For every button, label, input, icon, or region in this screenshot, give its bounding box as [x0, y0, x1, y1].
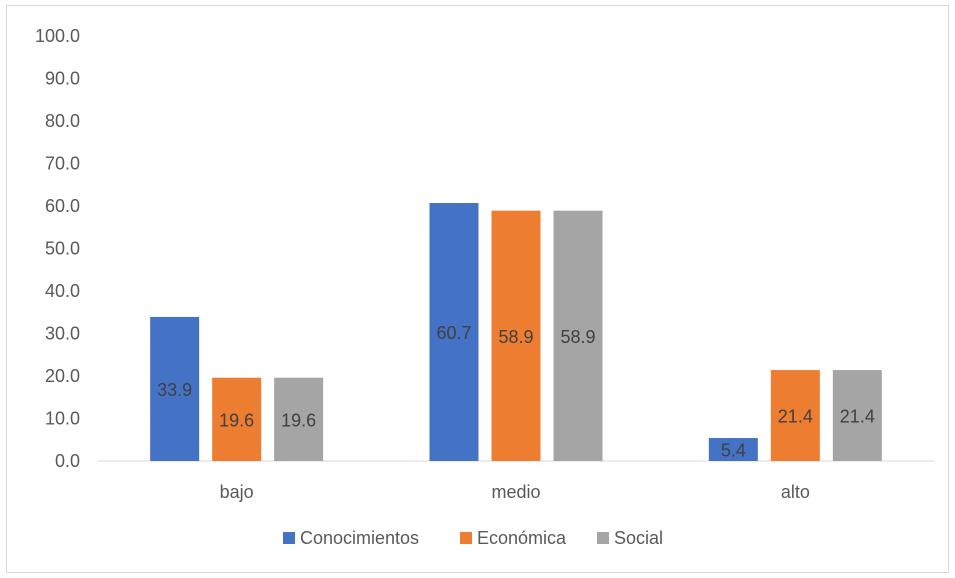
bar-alto-económica — [770, 370, 820, 461]
data-label: 58.9 — [560, 327, 595, 347]
bar-bajo-conocimientos — [150, 316, 200, 461]
data-label: 19.6 — [281, 410, 316, 430]
legend-label: Social — [614, 528, 663, 548]
y-tick-label: 100.0 — [35, 26, 80, 46]
legend-swatch — [597, 532, 609, 544]
y-tick-label: 60.0 — [45, 196, 80, 216]
y-tick-label: 20.0 — [45, 366, 80, 386]
y-tick-label: 70.0 — [45, 154, 80, 174]
data-label: 60.7 — [436, 323, 471, 343]
y-tick-label: 40.0 — [45, 281, 80, 301]
bar-bajo-social — [274, 377, 324, 461]
data-label: 5.4 — [721, 441, 746, 461]
y-tick-label: 90.0 — [45, 69, 80, 89]
data-label: 33.9 — [157, 380, 192, 400]
x-category-label: bajo — [220, 482, 254, 502]
bar-medio-social — [553, 210, 603, 461]
y-tick-label: 0.0 — [55, 451, 80, 471]
bar-medio-económica — [491, 210, 541, 461]
bar-alto-social — [832, 370, 882, 461]
bar-medio-conocimientos — [429, 203, 479, 461]
legend-label: Conocimientos — [300, 528, 419, 548]
y-tick-label: 50.0 — [45, 239, 80, 259]
x-category-label: alto — [781, 482, 810, 502]
data-label: 19.6 — [219, 410, 254, 430]
data-label: 21.4 — [778, 407, 813, 427]
data-label: 58.9 — [498, 327, 533, 347]
data-label: 21.4 — [840, 407, 875, 427]
bar-alto-conocimientos — [708, 438, 758, 461]
legend-swatch — [460, 532, 472, 544]
legend-swatch — [283, 532, 295, 544]
bar-bajo-económica — [212, 377, 262, 461]
legend-label: Económica — [477, 528, 567, 548]
x-category-label: medio — [491, 482, 540, 502]
y-tick-label: 10.0 — [45, 409, 80, 429]
y-tick-label: 30.0 — [45, 324, 80, 344]
y-tick-label: 80.0 — [45, 111, 80, 131]
